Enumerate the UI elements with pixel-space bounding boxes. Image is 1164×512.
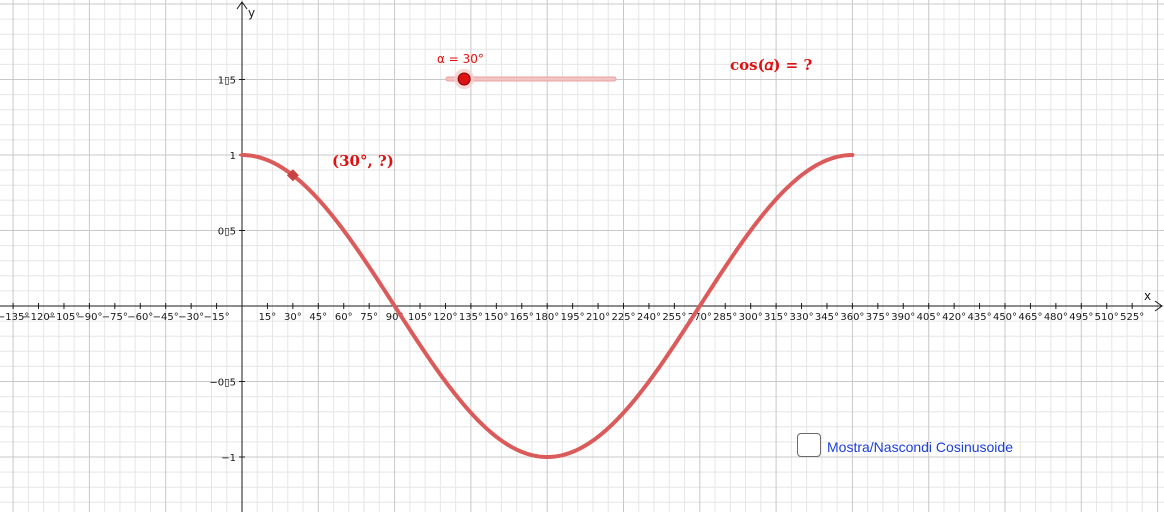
cos-question-label: cos(𝛼) = ? bbox=[730, 56, 812, 74]
cosine-curve[interactable] bbox=[240, 153, 855, 460]
x-tick-label: 210° bbox=[586, 312, 610, 323]
x-tick-label: 90° bbox=[386, 312, 404, 323]
x-tick-label: 450° bbox=[993, 312, 1017, 323]
show-cosine-checkbox[interactable] bbox=[797, 433, 821, 457]
x-tick-label: 345° bbox=[815, 312, 839, 323]
x-tick-label: 105° bbox=[408, 312, 432, 323]
show-cosine-checkbox-label[interactable]: Mostra/Nascondi Cosinusoide bbox=[827, 439, 1013, 455]
slider-label: α = 30° bbox=[437, 52, 484, 66]
x-tick-label: 120° bbox=[433, 312, 457, 323]
x-tick-label: 15° bbox=[259, 312, 277, 323]
y-tick-label: 1▯5 bbox=[218, 76, 236, 87]
x-tick-label: −90° bbox=[76, 312, 102, 323]
x-tick-label: −105° bbox=[48, 312, 80, 323]
x-tick-label: 510° bbox=[1095, 312, 1119, 323]
x-tick-label: 390° bbox=[891, 312, 915, 323]
x-tick-label: −60° bbox=[127, 312, 153, 323]
x-tick-label: 45° bbox=[309, 312, 327, 323]
x-tick-labels: −135°−120°−105°−90° −75° −60° −45° −30° −15° 1… bbox=[0, 303, 1144, 323]
x-tick-label: 180° bbox=[535, 312, 559, 323]
x-tick-label: 465° bbox=[1018, 312, 1042, 323]
x-tick-label: 270° bbox=[688, 312, 712, 323]
x-tick-label: 165° bbox=[510, 312, 534, 323]
x-tick-label: 195° bbox=[561, 312, 585, 323]
x-tick-label: −45° bbox=[153, 312, 179, 323]
x-tick-label: 315° bbox=[764, 312, 788, 323]
y-tick-label: 1 bbox=[230, 151, 236, 162]
x-tick-label: 60° bbox=[335, 312, 353, 323]
point-label: (30°, ?) bbox=[332, 152, 394, 170]
x-tick-label: 150° bbox=[484, 312, 508, 323]
point-on-curve-marker[interactable] bbox=[286, 169, 299, 182]
x-axis-name: x bbox=[1144, 289, 1151, 303]
x-tick-label: −30° bbox=[178, 312, 204, 323]
x-tick-label: −75° bbox=[102, 312, 128, 323]
x-tick-label: 375° bbox=[866, 312, 890, 323]
slider-track[interactable] bbox=[445, 76, 617, 82]
x-tick-label: 420° bbox=[942, 312, 966, 323]
x-tick-label: 255° bbox=[662, 312, 686, 323]
x-tick-label: 75° bbox=[360, 312, 378, 323]
y-axis-arrow-icon bbox=[236, 1, 248, 10]
y-tick-label: −1 bbox=[221, 453, 236, 464]
x-tick-label: −15° bbox=[204, 312, 230, 323]
x-tick-label: 480° bbox=[1044, 312, 1068, 323]
x-tick-label: −135° bbox=[0, 312, 29, 323]
x-tick-label: 30° bbox=[284, 312, 302, 323]
x-tick-label: 285° bbox=[713, 312, 737, 323]
y-axis-name: y bbox=[248, 6, 255, 20]
x-tick-label: 240° bbox=[637, 312, 661, 323]
x-tick-label: −120° bbox=[22, 312, 54, 323]
y-tick-label: 0▯5 bbox=[218, 227, 236, 238]
x-tick-label: 135° bbox=[459, 312, 483, 323]
x-tick-label: 330° bbox=[789, 312, 813, 323]
alpha-slider[interactable]: α = 30° bbox=[437, 52, 617, 89]
x-axis-arrow-icon bbox=[1154, 300, 1163, 312]
x-tick-label: 525° bbox=[1120, 312, 1144, 323]
x-tick-label: 495° bbox=[1069, 312, 1093, 323]
slider-knob[interactable] bbox=[457, 72, 471, 86]
x-tick-label: 435° bbox=[968, 312, 992, 323]
x-tick-label: 405° bbox=[917, 312, 941, 323]
y-tick-label: −0▯5 bbox=[209, 378, 236, 389]
x-tick-label: 225° bbox=[611, 312, 635, 323]
x-tick-label: 300° bbox=[739, 312, 763, 323]
x-tick-label: 360° bbox=[840, 312, 864, 323]
